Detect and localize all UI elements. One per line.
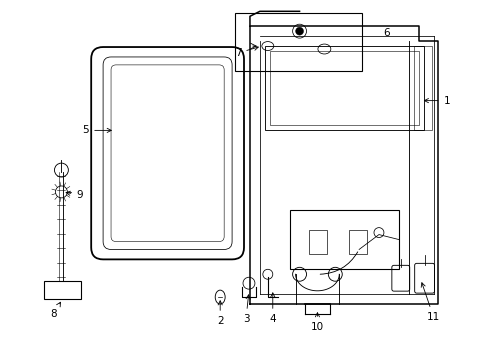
Bar [269, 51, 418, 125]
Text: 10: 10 [310, 313, 324, 332]
Bar [289, 210, 398, 269]
Text: 7: 7 [234, 46, 258, 58]
Text: 8: 8 [50, 302, 61, 319]
Bar [264, 46, 423, 130]
Bar [309, 230, 326, 255]
Text: 4: 4 [269, 293, 276, 324]
Text: 2: 2 [217, 301, 223, 326]
Text: 1: 1 [424, 96, 449, 105]
Bar [413, 46, 431, 130]
Text: 3: 3 [242, 295, 250, 324]
Circle shape [295, 27, 303, 35]
Text: 11: 11 [420, 283, 439, 322]
Text: 5: 5 [82, 125, 111, 135]
Text: 6: 6 [383, 28, 389, 38]
Bar [43, 281, 81, 299]
Text: 9: 9 [66, 190, 83, 200]
Bar [348, 230, 366, 255]
Bar [235, 13, 361, 71]
